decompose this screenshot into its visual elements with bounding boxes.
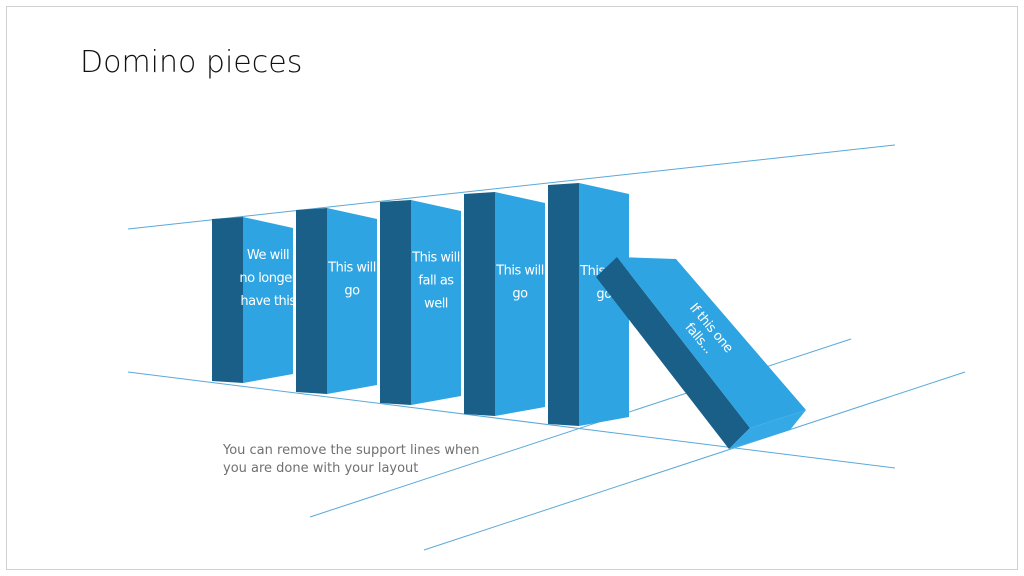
domino-label: go — [512, 287, 528, 302]
title: Domino pieces — [80, 45, 302, 80]
domino-face — [327, 208, 377, 394]
support-line — [127, 371, 896, 469]
domino-label: We will — [247, 248, 289, 263]
domino-face — [617, 257, 806, 428]
domino-side — [212, 217, 243, 383]
domino-side — [548, 183, 579, 426]
note-line: you are done with your layout — [223, 461, 418, 476]
domino-label: go — [344, 284, 360, 299]
domino-face — [495, 192, 545, 416]
domino-end — [729, 410, 806, 449]
note: You can remove the support lines when you… — [222, 443, 480, 476]
dominoes: We will no longer have this This will go This… — [212, 183, 629, 426]
domino-label: This will — [411, 251, 460, 266]
domino-label: well — [424, 297, 448, 312]
domino-face — [411, 200, 461, 405]
domino-face — [243, 217, 293, 383]
domino-side — [596, 257, 750, 449]
note-line: You can remove the support lines when — [222, 443, 480, 458]
falling-domino: If this onefalls... — [596, 257, 806, 449]
domino-side — [296, 208, 327, 394]
domino-label: no longer — [239, 271, 297, 286]
domino-face — [579, 183, 629, 426]
domino-label: This will — [327, 261, 376, 276]
domino-side — [380, 200, 411, 405]
domino-label: have this — [240, 294, 296, 309]
domino-label: fall as — [418, 274, 454, 289]
support-lines — [127, 144, 966, 551]
support-line — [127, 144, 896, 230]
domino-side — [464, 192, 495, 416]
support-line — [423, 371, 966, 551]
domino-label: This will — [495, 264, 544, 279]
